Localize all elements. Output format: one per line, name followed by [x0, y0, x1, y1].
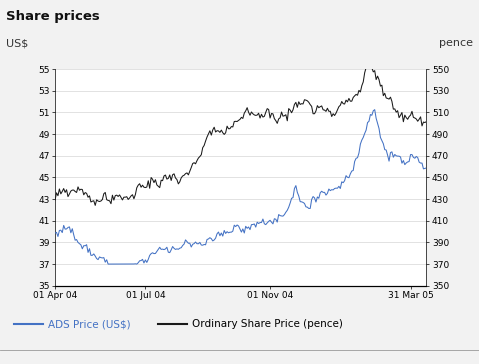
Text: US$: US$ [6, 38, 28, 48]
Text: ADS Price (US$): ADS Price (US$) [48, 319, 130, 329]
Text: Share prices: Share prices [6, 10, 100, 23]
Text: pence: pence [439, 38, 473, 48]
Text: Ordinary Share Price (pence): Ordinary Share Price (pence) [192, 319, 342, 329]
